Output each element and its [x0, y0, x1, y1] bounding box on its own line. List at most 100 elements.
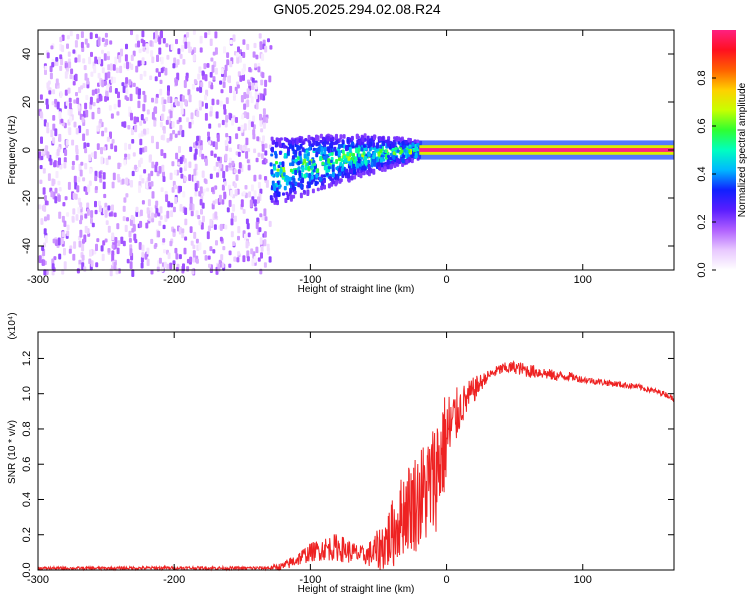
spectrogram-cell — [379, 144, 383, 149]
spectrogram-cell — [259, 119, 263, 127]
spectrogram-cell — [369, 168, 373, 174]
spectrogram-cell — [347, 156, 351, 161]
spectrogram-cell — [373, 161, 377, 167]
spectrogram-cell — [90, 217, 93, 224]
spectrogram-cell — [255, 246, 259, 254]
spectrogram-cell — [253, 42, 257, 49]
spectrogram-cell — [181, 129, 185, 138]
spectrogram-cell — [283, 185, 287, 191]
spectrogram-cell — [69, 245, 73, 250]
spectrogram-cell — [145, 43, 149, 49]
spectrogram-cell — [126, 258, 130, 264]
spectrogram-cell — [55, 171, 59, 179]
spectrogram-cell — [315, 134, 318, 139]
spectrogram-cell — [345, 146, 348, 152]
spectrogram-cell — [146, 128, 150, 135]
spectrogram-cell — [213, 224, 217, 230]
spectrogram-cell — [111, 181, 115, 189]
spectrogram-cell — [165, 43, 169, 48]
spectrogram-cell — [188, 121, 192, 129]
spectrogram-cell — [389, 152, 393, 157]
spectrogram-cell — [138, 242, 142, 250]
spectrogram-cell — [213, 165, 217, 172]
spectrogram-cell — [223, 108, 227, 115]
spectrogram-cell — [75, 92, 78, 97]
spectrogram-cell — [342, 134, 346, 139]
spectrogram-cell — [129, 261, 133, 270]
spectrogram-cell — [42, 259, 46, 266]
spectrogram-cell — [113, 261, 117, 270]
spectrogram-cell — [90, 51, 93, 57]
spectrogram-cell — [377, 166, 381, 171]
spectrogram-cell — [59, 165, 63, 170]
spectrogram-cell — [71, 160, 75, 166]
spectrogram-cell — [372, 142, 376, 148]
spectrogram-cell — [124, 224, 128, 233]
spectrogram-cell — [99, 95, 103, 102]
spectrogram-cell — [151, 191, 155, 199]
spectrogram-cell — [82, 133, 86, 141]
spectrogram-cell — [209, 246, 213, 252]
spectrogram-cell — [143, 128, 146, 135]
spectrogram-cell — [281, 161, 285, 168]
spectrogram-cell — [47, 80, 51, 85]
spectrogram-cell — [48, 90, 52, 95]
spectrogram-cell — [179, 53, 183, 59]
spectrogram-cell — [162, 38, 166, 44]
spectrogram-cell — [318, 176, 322, 183]
spectrogram-cell — [162, 176, 166, 182]
spectrogram-cell — [399, 149, 402, 155]
spectrogram-cell — [405, 159, 409, 164]
spectrogram-cell — [224, 64, 228, 72]
spectrogram-cell — [198, 149, 202, 157]
spectrogram-cell — [339, 134, 343, 140]
spectrogram-cell — [170, 43, 174, 51]
spectrogram-cell — [179, 204, 183, 212]
spectrogram-cell — [107, 155, 111, 160]
spectrogram-cell — [361, 135, 365, 142]
spectrogram-cell — [323, 166, 327, 171]
spectrogram-cell — [214, 67, 218, 75]
spectrogram-cell — [199, 85, 203, 93]
spectrogram-cell — [131, 228, 135, 233]
spectrogram-cell — [109, 131, 112, 139]
spectrogram-cell — [233, 183, 237, 189]
spectrogram-cell — [231, 160, 235, 166]
spectrogram-cell — [245, 137, 249, 146]
spectrogram-cell — [248, 81, 251, 86]
spectrogram-cell — [295, 158, 299, 162]
spectrogram-cell — [114, 145, 118, 152]
snr-y-tick-label: 0.4 — [21, 492, 33, 507]
spectrogram-cell — [111, 139, 115, 144]
spectrogram-cell — [178, 146, 181, 153]
spectrogram-cell — [215, 240, 218, 246]
spectrogram-cell — [285, 137, 289, 142]
spectrogram-cell — [211, 98, 215, 106]
spectrogram-cell — [160, 113, 164, 121]
spectrogram-cell — [69, 30, 73, 37]
spectrogram-cell — [145, 117, 149, 122]
spectrogram-cell — [75, 154, 79, 161]
spectrogram-cell — [255, 157, 259, 163]
spectrogram-cell — [59, 91, 63, 98]
spectrogram-cell — [55, 239, 58, 246]
spectrogram-cell — [191, 83, 195, 90]
spectrogram-cell — [172, 260, 176, 265]
spectrogram-cell — [245, 218, 249, 225]
spectrogram-cell — [64, 89, 68, 96]
spectrogram-cell — [214, 199, 218, 204]
spectrogram-cell — [84, 163, 88, 170]
spectrogram-cell — [110, 113, 114, 119]
spectrogram-cell — [220, 68, 224, 75]
spectrogram-cell — [38, 204, 42, 210]
snr-y-tick-label: 1.2 — [21, 351, 33, 366]
spectrogram-cell — [46, 122, 49, 128]
spectrogram-cell — [133, 233, 137, 241]
spectrogram-cell — [167, 96, 171, 103]
spectrogram-cell — [207, 225, 211, 232]
spectrogram-cell — [143, 94, 147, 103]
spectrogram-cell — [98, 205, 102, 213]
spectrogram-cell — [116, 173, 120, 181]
spectrogram-cell — [199, 35, 203, 44]
spectrogram-cell — [321, 161, 325, 166]
